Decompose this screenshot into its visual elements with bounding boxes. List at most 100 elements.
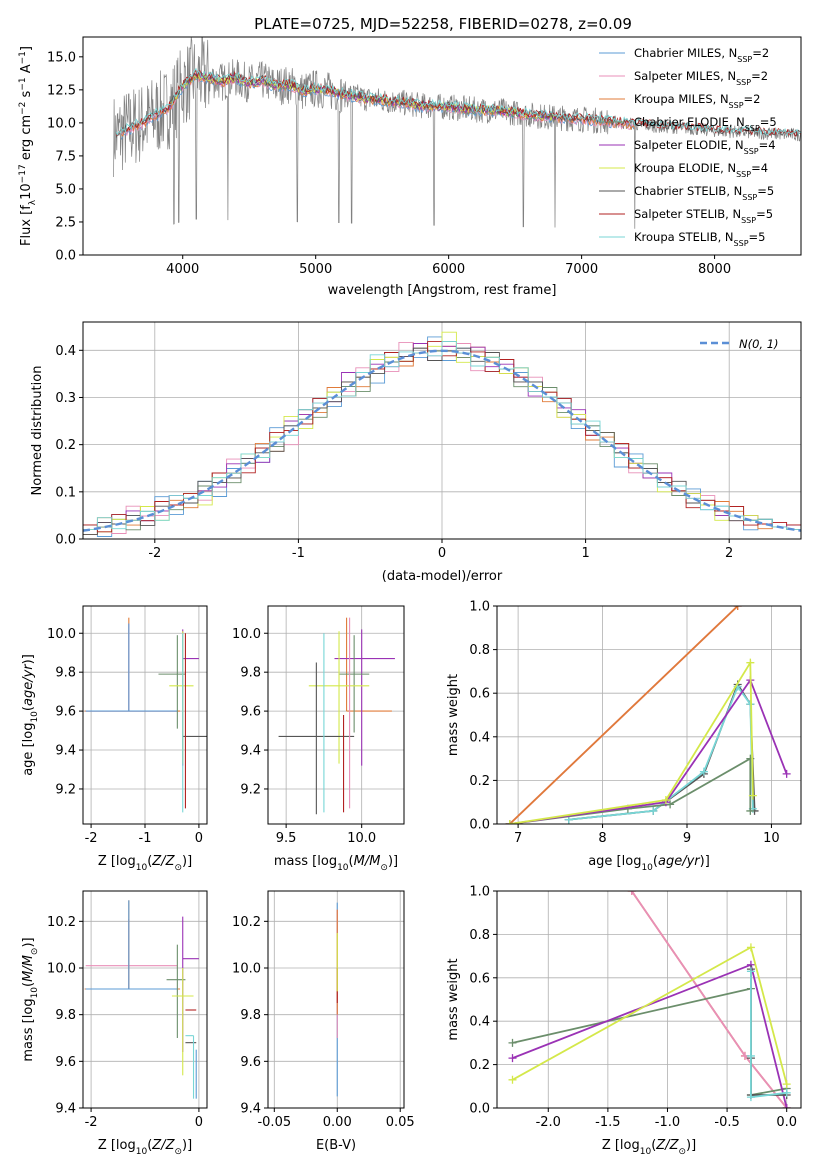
x-tick-label: -1 xyxy=(139,831,152,846)
weight-marker xyxy=(666,800,675,809)
label-part: age [log xyxy=(588,854,641,869)
label-part: ( xyxy=(147,1138,152,1153)
y-axis-label: mass weight xyxy=(446,674,461,756)
y-axis-label: mass [log10(M/M⊙)] xyxy=(21,937,40,1061)
errorbar-point xyxy=(308,631,370,764)
legend-label: N(0, 1) xyxy=(739,337,779,351)
y-tick-label: 9.6 xyxy=(55,705,76,720)
x-tick-label: 0.0 xyxy=(776,1115,797,1130)
y-tick-label: 7.5 xyxy=(55,149,76,164)
panel-mass_vs_Z: -2 09.49.69.810.010.2Z [log10(Z/Z⊙)]mass … xyxy=(21,890,208,1157)
y-tick-label: 9.6 xyxy=(55,1055,76,1070)
x-tick-label: 0 xyxy=(195,1115,203,1130)
weight-line-kroupa-stelib xyxy=(568,684,754,821)
figure-title: PLATE=0725, MJD=52258, FIBERID=0278, z=0… xyxy=(254,15,632,33)
x-axis-label: age [log10(age/yr)] xyxy=(588,854,710,873)
axes-frame xyxy=(496,605,802,825)
label-part: )] xyxy=(21,937,36,947)
model-spectrum-kroupa-miles xyxy=(121,73,636,137)
label-part: (data-model)/error xyxy=(382,569,503,584)
panel-massweight_vs_Z: -2.0 -1.5 -1.0 -0.5 0.0 0.0 0.2 0.4 0.6 0.8 1.0 Z [… xyxy=(446,885,802,1157)
y-tick-label: 9.4 xyxy=(55,1102,76,1117)
axes-frame xyxy=(82,890,208,1109)
label-part: ( xyxy=(147,854,152,869)
x-tick-label: 10 xyxy=(763,831,780,846)
label-part: Z/Z xyxy=(151,1138,175,1153)
legend-entry: Chabrier MILES, NSSP=2 xyxy=(634,46,769,64)
label-part: A xyxy=(19,64,34,77)
y-tick-label: 0.4 xyxy=(55,344,76,359)
panel-age_vs_mass: 9.5 10.0 9.2 9.4 9.6 9.8 10.0 mass [log10(M/M⊙)… xyxy=(232,605,405,873)
label-part: 10 xyxy=(30,711,40,723)
legend-entry: Kroupa STELIB, NSSP=5 xyxy=(634,230,765,248)
axes-frame xyxy=(82,36,802,256)
errorbar-point xyxy=(85,919,178,989)
legend-sub: SSP xyxy=(745,124,760,133)
errorbar-point xyxy=(334,629,395,766)
errorbar-point xyxy=(339,635,370,733)
y-tick-label: 9.8 xyxy=(55,666,76,681)
weight-marker xyxy=(746,1051,755,1060)
weight-line-salpeter-elodie xyxy=(512,963,788,1108)
legend-label: Kroupa MILES, N xyxy=(634,92,729,106)
errorbar-point xyxy=(278,662,355,815)
legend-label: Kroupa STELIB, N xyxy=(634,230,734,244)
y-tick-label: 10.0 xyxy=(47,627,76,642)
legend-suffix: =2 xyxy=(744,92,761,106)
plot-area xyxy=(84,617,207,813)
x-tick-label: 6000 xyxy=(432,262,465,277)
x-tick-label: -2 xyxy=(148,546,161,561)
legend-entry: Salpeter MILES, NSSP=2 xyxy=(634,69,768,87)
errorbar-point xyxy=(84,900,181,990)
y-tick-label: 0.6 xyxy=(469,687,490,702)
label-part: )] xyxy=(388,854,398,869)
y-tick-label: 0.4 xyxy=(469,1015,490,1030)
weight-marker xyxy=(746,967,755,976)
y-axis-label: age [log10(age/yr)] xyxy=(21,654,40,776)
label-part: ] xyxy=(19,46,34,51)
legend-label: Chabrier STELIB, N xyxy=(634,184,742,198)
legend-sub: SSP xyxy=(737,55,752,64)
weight-marker xyxy=(699,767,708,776)
legend-label: Kroupa ELODIE, N xyxy=(634,161,736,175)
legend-label: Salpeter ELODIE, N xyxy=(634,138,744,152)
y-tick-label: 0.3 xyxy=(55,391,76,406)
legend-label: Chabrier MILES, N xyxy=(634,46,737,60)
axes-frame xyxy=(267,605,405,825)
x-tick-label: -0.5 xyxy=(714,1115,739,1130)
y-tick-label: 9.8 xyxy=(240,666,261,681)
y-tick-label: 1.0 xyxy=(469,885,490,900)
y-tick-label: 9.4 xyxy=(240,744,261,759)
weight-line-chabrier-stelib xyxy=(568,682,756,821)
y-tick-label: 0.2 xyxy=(469,1058,490,1073)
x-tick-label: 4000 xyxy=(166,262,199,277)
label-part: 10 xyxy=(640,1147,652,1157)
y-tick-label: 0.2 xyxy=(469,774,490,789)
label-part: Flux [f xyxy=(19,205,34,246)
label-part: )] xyxy=(686,1138,696,1153)
y-tick-label: 0.4 xyxy=(469,730,490,745)
errorbar-point xyxy=(185,1035,195,1099)
x-tick-label: -0.05 xyxy=(257,1115,291,1130)
y-tick-label: 9.6 xyxy=(240,705,261,720)
label-part: Z [log xyxy=(98,1138,136,1153)
legend-entry: Salpeter STELIB, NSSP=5 xyxy=(634,207,773,225)
weight-marker xyxy=(782,1104,791,1108)
panel-mass_vs_ebv: -0.05 0.00 0.05 9.4 9.6 9.8 10.0 10.2 E(B-V) xyxy=(232,890,415,1153)
weight-marker xyxy=(508,1038,517,1047)
label-part: mass weight xyxy=(446,674,461,756)
histogram-kroupa-stelib xyxy=(83,341,801,531)
x-tick-label: -1 xyxy=(292,546,305,561)
legend-label: Chabrier ELODIE, N xyxy=(634,115,745,129)
panel-spectrum: 4000 5000 6000 7000 8000 0.0 2.5 5.0 7.5 10.0 12.5… xyxy=(18,36,802,298)
weight-line-kroupa-miles xyxy=(509,606,739,824)
y-tick-label: 0.6 xyxy=(469,971,490,986)
y-tick-label: 0.0 xyxy=(469,1102,490,1117)
label-part: )] xyxy=(21,654,36,664)
x-tick-label: 8 xyxy=(598,831,606,846)
y-tick-label: 9.2 xyxy=(240,782,261,797)
label-part: ( xyxy=(651,1138,656,1153)
x-tick-label: 0 xyxy=(438,546,446,561)
label-part: −17 xyxy=(18,164,28,183)
